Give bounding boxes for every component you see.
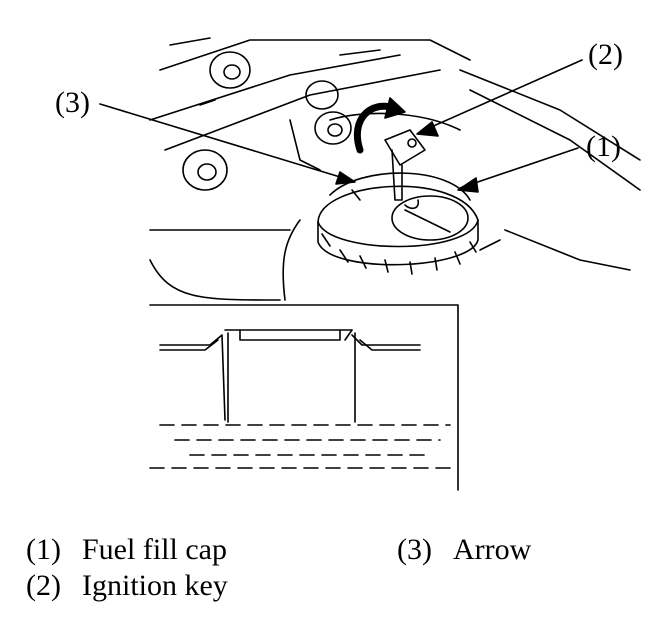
- legend-number: (1): [26, 533, 61, 566]
- legend-text: Arrow: [453, 533, 532, 566]
- legend-number: (2): [26, 569, 61, 602]
- callout-3: (3): [55, 86, 90, 119]
- legend-text: Fuel fill cap: [82, 533, 227, 566]
- bolt-center: [289, 80, 352, 171]
- callout-2: (2): [588, 38, 623, 71]
- fuel-fill-cap: [317, 172, 479, 275]
- bolt-left-mid: [182, 149, 228, 191]
- tank-body: [149, 219, 501, 491]
- legend-item-arrow: (3) Arrow: [397, 534, 531, 566]
- legend-item-fuel-fill-cap: (1) Fuel fill cap: [26, 534, 227, 566]
- legend-item-ignition-key: (2) Ignition key: [26, 570, 228, 602]
- leader-line-3: [99, 103, 356, 185]
- fuel-cap-diagram: [99, 37, 641, 491]
- callout-1: (1): [586, 130, 621, 163]
- leader-line-2: [416, 59, 583, 137]
- ignition-key: [384, 129, 426, 210]
- rotation-arrow-icon: [353, 97, 406, 154]
- frame-outline: [149, 37, 641, 301]
- legend-number: (3): [397, 533, 432, 566]
- bolt-left-top: [209, 51, 251, 89]
- legend-text: Ignition key: [82, 569, 228, 602]
- fuel-level-lines: [149, 424, 451, 469]
- leader-line-1: [457, 147, 579, 193]
- filler-neck-section: [159, 329, 421, 423]
